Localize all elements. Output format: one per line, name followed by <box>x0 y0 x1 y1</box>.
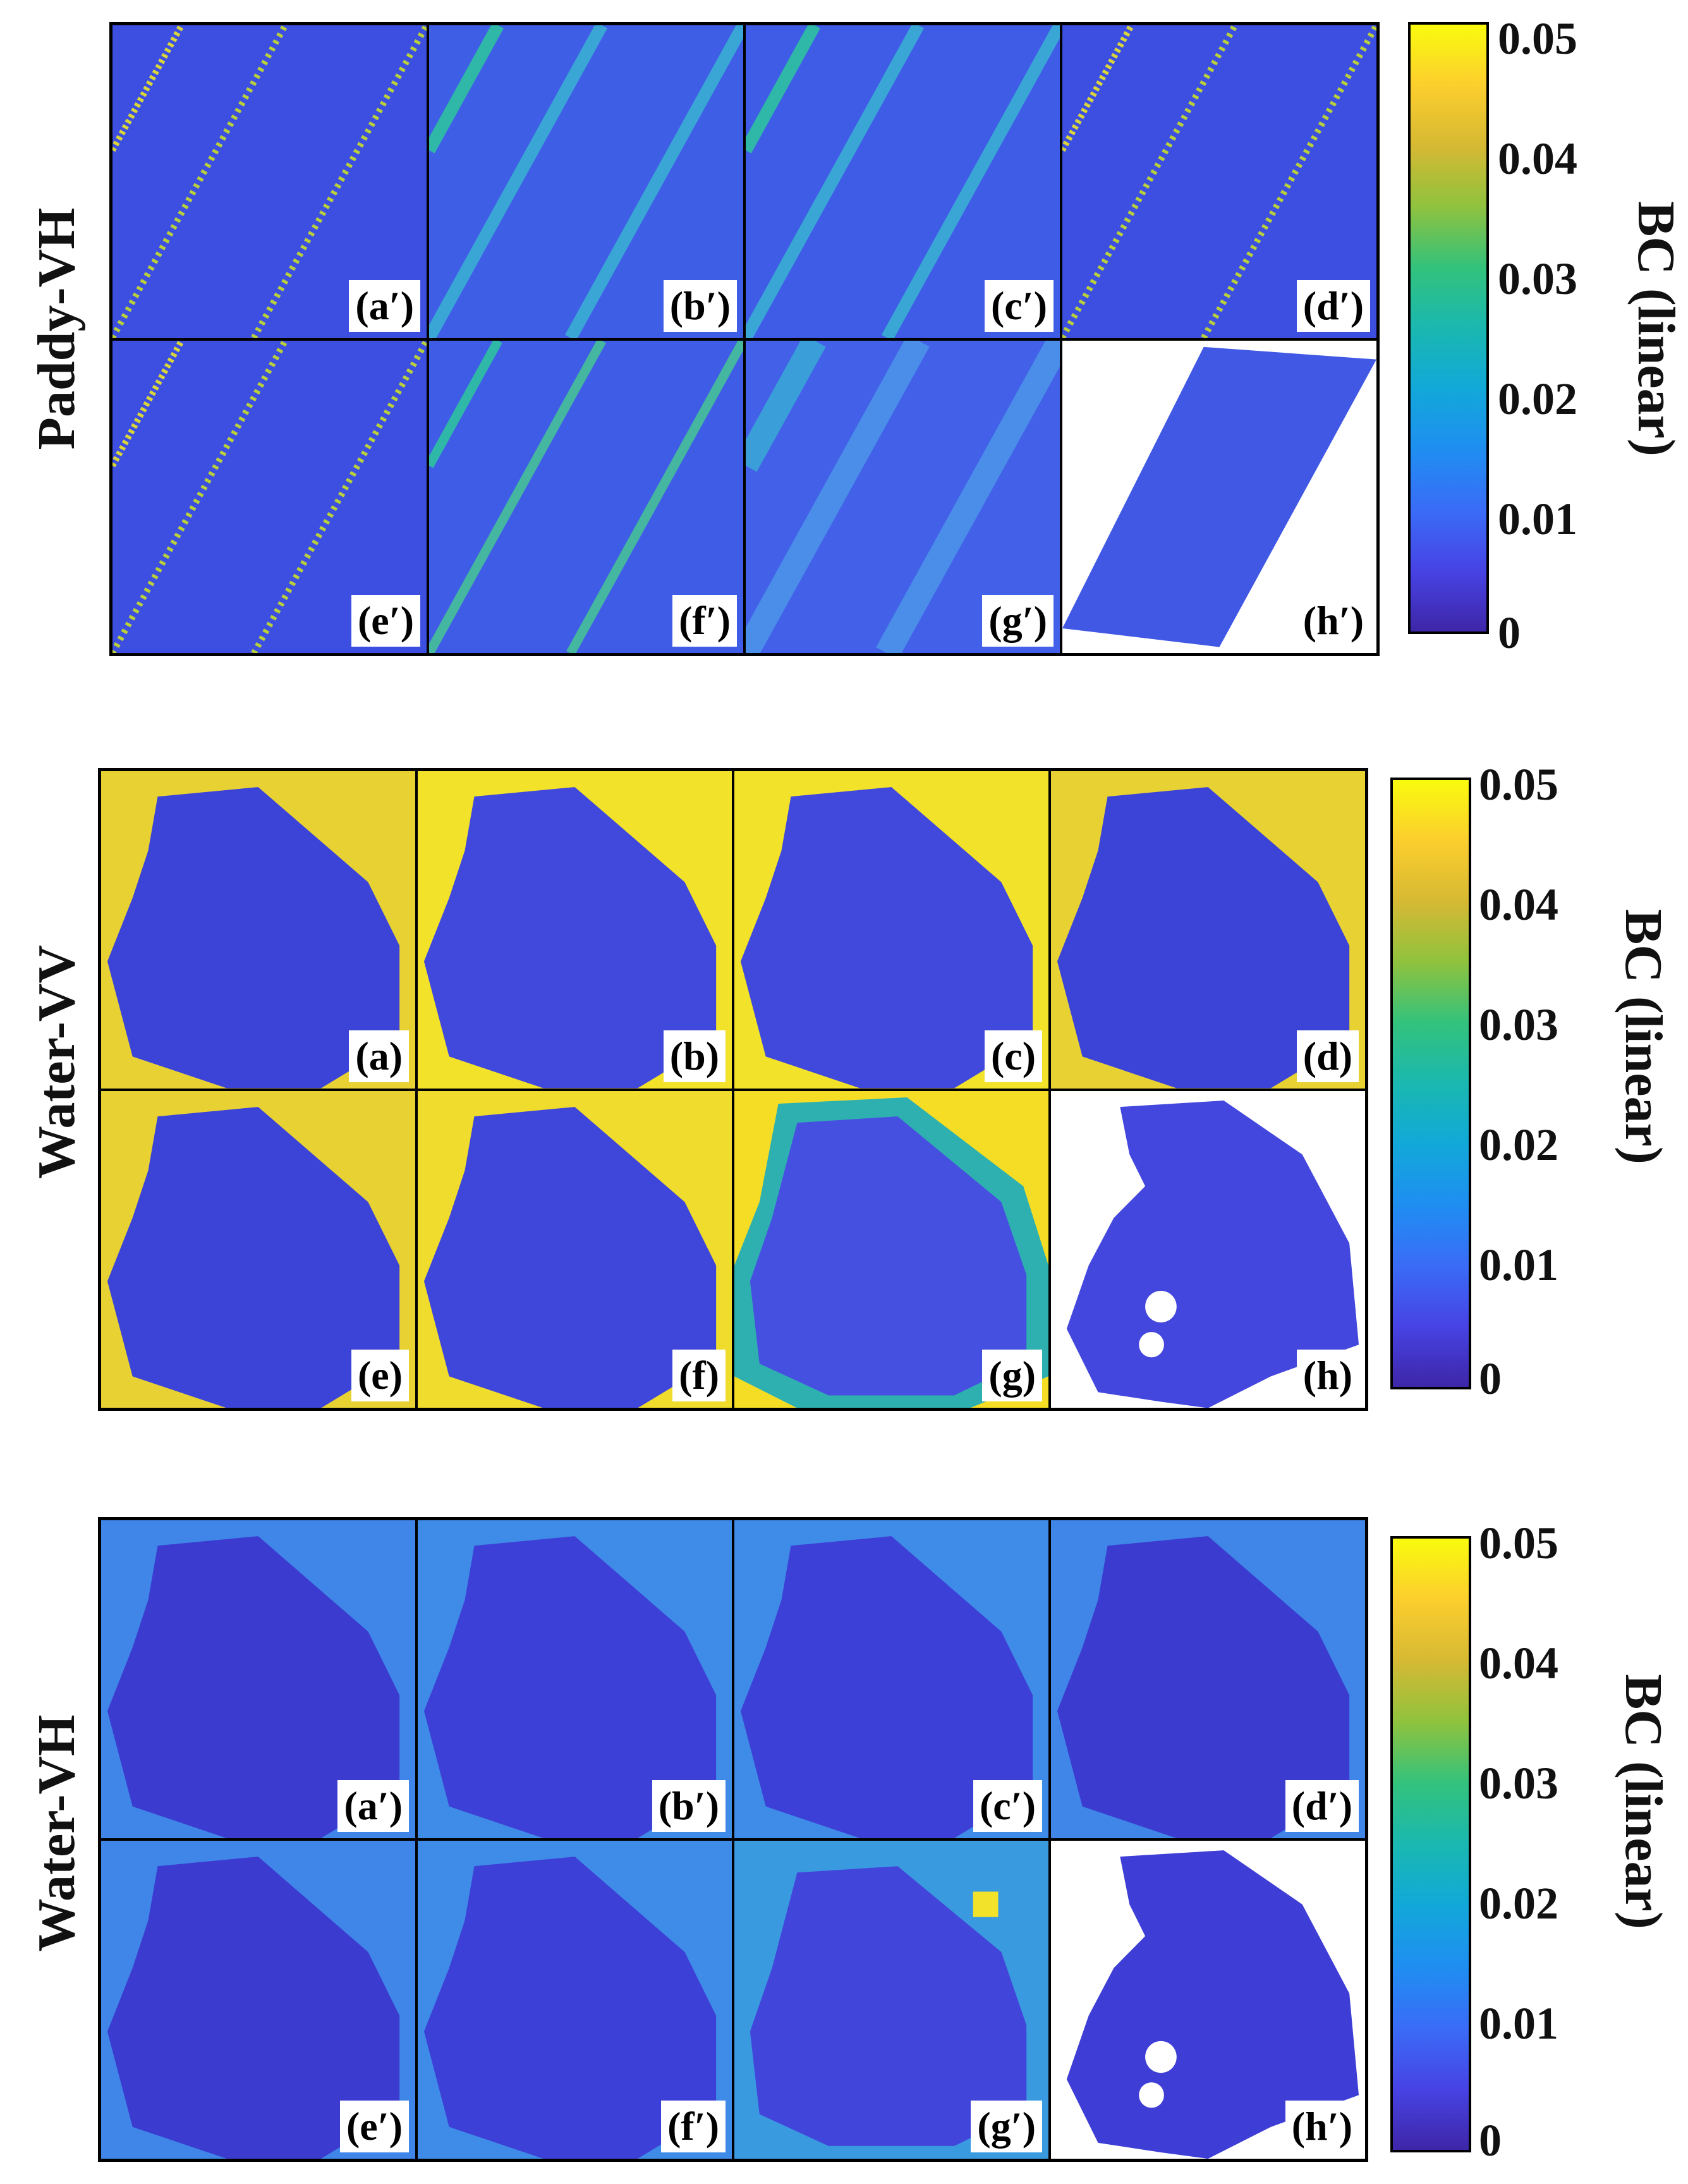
panel-a-prime: (a′) <box>112 25 427 338</box>
panel-grid: (a′) (b′) (c′) (d′) (e′) (f′) <box>98 1517 1368 2162</box>
colorbar <box>1390 1536 1471 2152</box>
colorbar-tick: 0.04 <box>1498 133 1577 184</box>
panel-d: (d) <box>1051 771 1365 1089</box>
panel-label: (c′) <box>973 1780 1042 1832</box>
panel-h-prime: (h′) <box>1062 340 1376 653</box>
colorbar-title: BC (linear) <box>1627 201 1685 456</box>
colorbar-tick: 0 <box>1479 1353 1502 1404</box>
panel-c-prime: (c′) <box>734 1520 1048 1838</box>
colorbar-tick: 0.02 <box>1479 1119 1558 1170</box>
colorbar-tick: 0.02 <box>1498 374 1577 424</box>
panel-g-prime: (g′) <box>734 1841 1048 2159</box>
panel-label: (e) <box>351 1350 409 1401</box>
panel-f-prime: (f′) <box>418 1841 732 2159</box>
panel-h: (h) <box>1051 1090 1365 1408</box>
panel-label: (a′) <box>337 1780 409 1832</box>
panel-label: (f′) <box>661 2101 726 2152</box>
colorbar-tick: 0.04 <box>1479 1638 1558 1688</box>
panel-f-prime: (f′) <box>429 340 743 653</box>
panel-f: (f) <box>418 1090 732 1408</box>
panel-label: (h′) <box>1296 595 1370 647</box>
row-label: Paddy-VH <box>27 207 86 450</box>
colorbar-tick: 0.01 <box>1479 1240 1558 1290</box>
panel-e: (e) <box>101 1090 415 1408</box>
colorbar-title: BC (linear) <box>1614 909 1673 1164</box>
panel-label: (a) <box>349 1030 409 1082</box>
figure-block-water-vh: Water-VH (a′) (b′) (c′) (d′) (e′) <box>0 1504 1688 2175</box>
panel-label: (d′) <box>1296 279 1370 332</box>
panel-grid: (a) (b) (c) (d) (e) (f) <box>98 768 1368 1411</box>
panel-label: (g) <box>982 1350 1042 1401</box>
panel-label: (e′) <box>351 595 420 647</box>
panel-h-prime: (h′) <box>1051 1841 1365 2159</box>
colorbar <box>1390 778 1471 1389</box>
panel-d-prime: (d′) <box>1051 1520 1365 1838</box>
colorbar-tick: 0.03 <box>1479 1758 1558 1809</box>
panel-b: (b) <box>418 771 732 1089</box>
figure-block-water-vv: Water-VV (a) (b) (c) (d) (e) <box>0 746 1688 1416</box>
panel-d-prime: (d′) <box>1062 25 1376 338</box>
panel-label: (d) <box>1296 1030 1359 1082</box>
panel-label: (c′) <box>984 279 1053 332</box>
panel-label: (h) <box>1296 1350 1359 1401</box>
panel-label: (f′) <box>672 595 737 647</box>
colorbar-tick: 0.01 <box>1479 1998 1558 2049</box>
panel-label: (d′) <box>1285 1780 1359 1832</box>
panel-label: (g′) <box>971 2101 1042 2152</box>
panel-label: (g′) <box>982 595 1053 647</box>
panel-label: (b′) <box>652 1780 726 1832</box>
colorbar-tick: 0.05 <box>1498 13 1577 64</box>
panel-g-prime: (g′) <box>746 340 1060 653</box>
panel-label: (a′) <box>349 279 420 332</box>
row-label: Water-VV <box>27 944 86 1180</box>
colorbar-tick: 0 <box>1498 607 1521 658</box>
panel-b-prime: (b′) <box>429 25 743 338</box>
panel-label: (f) <box>672 1350 726 1401</box>
colorbar <box>1408 22 1489 634</box>
panel-e-prime: (e′) <box>101 1841 415 2159</box>
panel-e-prime: (e′) <box>112 340 427 653</box>
colorbar-tick: 0.03 <box>1479 999 1558 1050</box>
colorbar-tick: 0.05 <box>1479 1518 1558 1568</box>
colorbar-tick: 0.03 <box>1498 253 1577 304</box>
panel-g: (g) <box>734 1090 1048 1408</box>
panel-c: (c) <box>734 771 1048 1089</box>
colorbar-title: BC (linear) <box>1614 1674 1673 1929</box>
panel-a: (a) <box>101 771 415 1089</box>
panel-grid: (a′) (b′) (c′) (d′) <box>109 22 1380 656</box>
panel-label: (e′) <box>339 2101 409 2152</box>
panel-label: (h′) <box>1285 2101 1359 2152</box>
colorbar-tick: 0.02 <box>1479 1878 1558 1929</box>
figure-block-paddy-vh: Paddy-VH (a′) (b′) (c′) <box>0 0 1688 670</box>
panel-c-prime: (c′) <box>746 25 1060 338</box>
panel-b-prime: (b′) <box>418 1520 732 1838</box>
colorbar-tick: 0 <box>1479 2115 1502 2166</box>
panel-label: (b′) <box>663 279 737 332</box>
panel-a-prime: (a′) <box>101 1520 415 1838</box>
panel-label: (c) <box>984 1030 1042 1082</box>
row-label: Water-VH <box>27 1714 86 1952</box>
colorbar-tick: 0.01 <box>1498 494 1577 544</box>
colorbar-tick: 0.05 <box>1479 759 1558 810</box>
panel-label: (b) <box>663 1030 726 1082</box>
colorbar-tick: 0.04 <box>1479 879 1558 930</box>
